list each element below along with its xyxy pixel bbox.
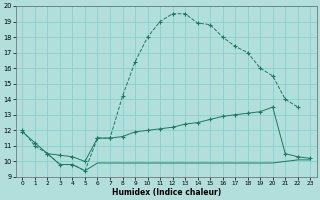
- X-axis label: Humidex (Indice chaleur): Humidex (Indice chaleur): [112, 188, 221, 197]
